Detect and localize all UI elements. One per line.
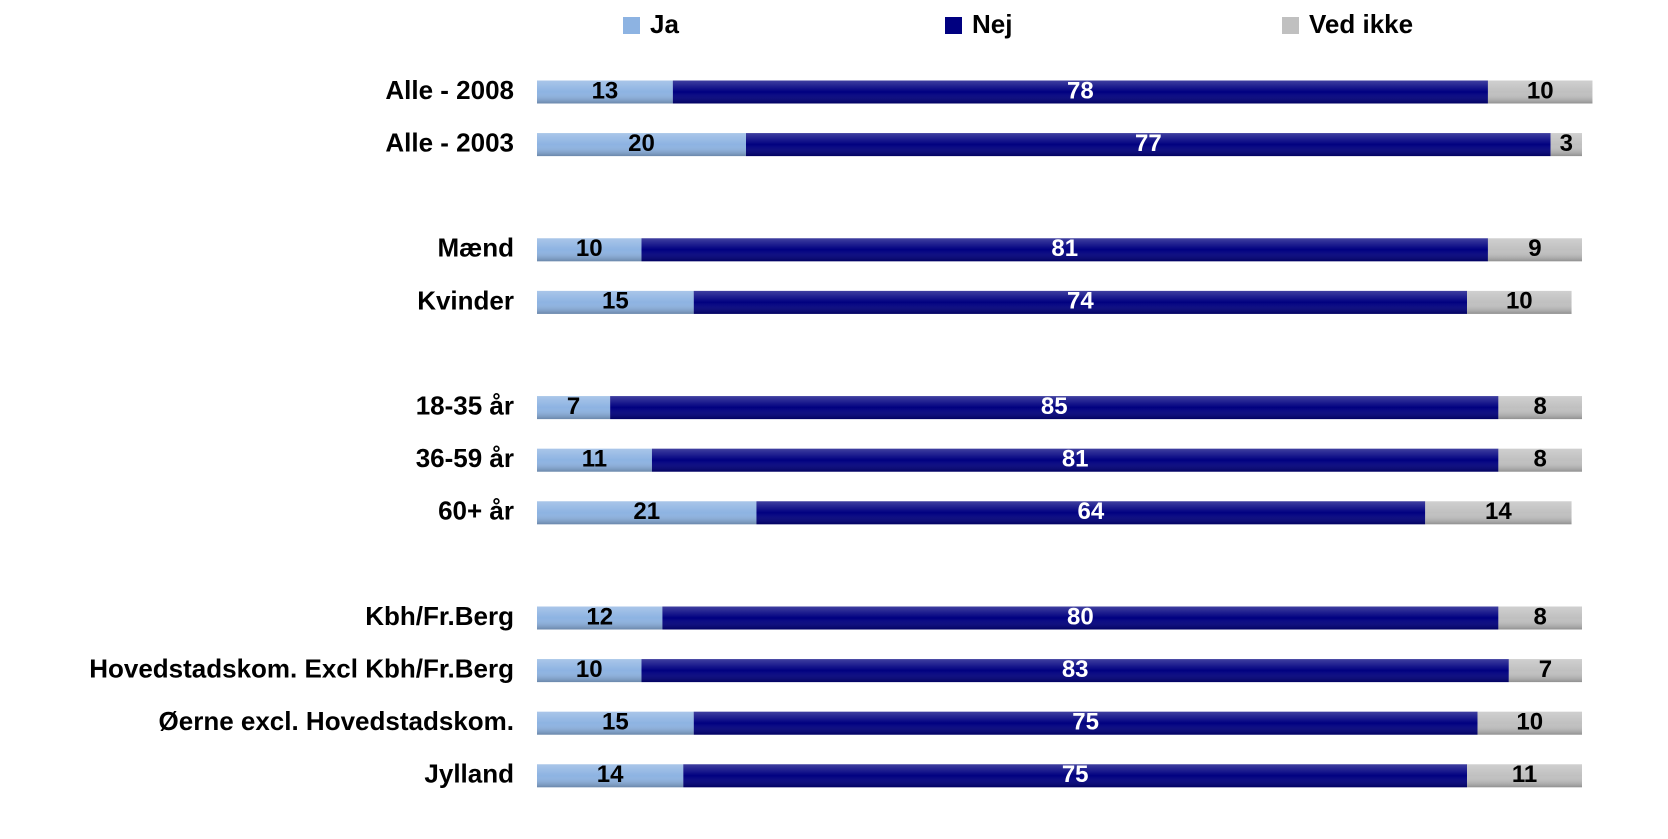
bar-shade	[610, 396, 1499, 420]
bar-shade	[746, 133, 1551, 157]
bar-shade	[672, 80, 1488, 104]
bar-shade	[1425, 501, 1572, 525]
bar-shade	[537, 448, 652, 472]
data-label: 10	[1527, 77, 1554, 104]
category-label: Alle - 2003	[385, 127, 514, 157]
bar-shade	[1498, 606, 1582, 630]
data-label: 75	[1072, 709, 1099, 736]
data-label: 10	[1506, 288, 1533, 315]
legend-swatch	[1282, 17, 1299, 34]
data-label: 77	[1135, 130, 1162, 157]
bar-shade	[1498, 448, 1582, 472]
legend-label: Ved ikke	[1309, 9, 1413, 39]
bar-shade	[1477, 711, 1582, 735]
data-label: 10	[576, 656, 603, 683]
category-label: Kbh/Fr.Berg	[365, 601, 514, 631]
data-label: 11	[582, 446, 607, 473]
bar-shade	[537, 290, 694, 314]
bar-shade	[693, 711, 1478, 735]
data-label: 12	[586, 603, 613, 630]
bar-shade	[662, 606, 1499, 630]
data-label: 11	[1512, 761, 1537, 788]
data-label: 85	[1041, 393, 1068, 420]
data-label: 9	[1528, 235, 1541, 262]
bar-shade	[1498, 396, 1582, 420]
data-label: 15	[602, 709, 629, 736]
data-label: 8	[1534, 393, 1547, 420]
data-label: 10	[576, 235, 603, 262]
bar-shade	[537, 711, 694, 735]
category-label: Jylland	[424, 759, 514, 789]
bar-shade	[1487, 238, 1582, 262]
bar-shade	[641, 659, 1509, 683]
data-label: 75	[1062, 761, 1089, 788]
category-label: Kvinder	[417, 285, 514, 315]
bar-shade	[1467, 764, 1582, 788]
bar-shade	[641, 238, 1488, 262]
bar-shade	[1508, 659, 1582, 683]
category-label: 36-59 år	[416, 443, 514, 473]
data-label: 14	[1485, 498, 1512, 525]
bar-shade	[537, 80, 673, 104]
category-label: Øerne excl. Hovedstadskom.	[159, 706, 514, 736]
data-label: 13	[592, 77, 619, 104]
bar-shade	[683, 764, 1468, 788]
data-label: 15	[602, 288, 629, 315]
data-label: 64	[1077, 498, 1104, 525]
category-label: 18-35 år	[416, 390, 514, 420]
bar-shade	[537, 659, 642, 683]
data-label: 80	[1067, 603, 1094, 630]
legend-label: Ja	[650, 9, 679, 39]
category-label: Alle - 2008	[385, 75, 514, 105]
bar-shade	[537, 133, 746, 157]
bar-shade	[537, 238, 642, 262]
bar-shade	[693, 290, 1468, 314]
legend-label: Nej	[972, 9, 1012, 39]
data-label: 8	[1534, 446, 1547, 473]
category-label: 60+ år	[438, 496, 514, 526]
bar-shade	[537, 501, 757, 525]
data-label: 8	[1534, 603, 1547, 630]
data-label: 83	[1062, 656, 1089, 683]
data-label: 14	[597, 761, 624, 788]
data-label: 20	[628, 130, 655, 157]
category-label: Hovedstadskom. Excl Kbh/Fr.Berg	[89, 653, 514, 683]
data-label: 74	[1067, 288, 1094, 315]
legend-swatch	[945, 17, 962, 34]
data-label: 3	[1560, 130, 1573, 157]
bar-shade	[537, 396, 611, 420]
bar-shade	[537, 764, 684, 788]
data-label: 7	[1539, 656, 1552, 683]
data-label: 81	[1051, 235, 1078, 262]
data-label: 10	[1516, 709, 1543, 736]
bar-shade	[1467, 290, 1572, 314]
data-label: 21	[633, 498, 660, 525]
data-label: 81	[1062, 446, 1089, 473]
data-label: 78	[1067, 77, 1094, 104]
legend-swatch	[623, 17, 640, 34]
category-label: Mænd	[437, 233, 514, 263]
bar-shade	[756, 501, 1426, 525]
bar-shade	[1487, 80, 1593, 104]
bar-shade	[1550, 133, 1582, 157]
bar-shade	[651, 448, 1499, 472]
data-label: 7	[567, 393, 580, 420]
bar-shade	[537, 606, 663, 630]
